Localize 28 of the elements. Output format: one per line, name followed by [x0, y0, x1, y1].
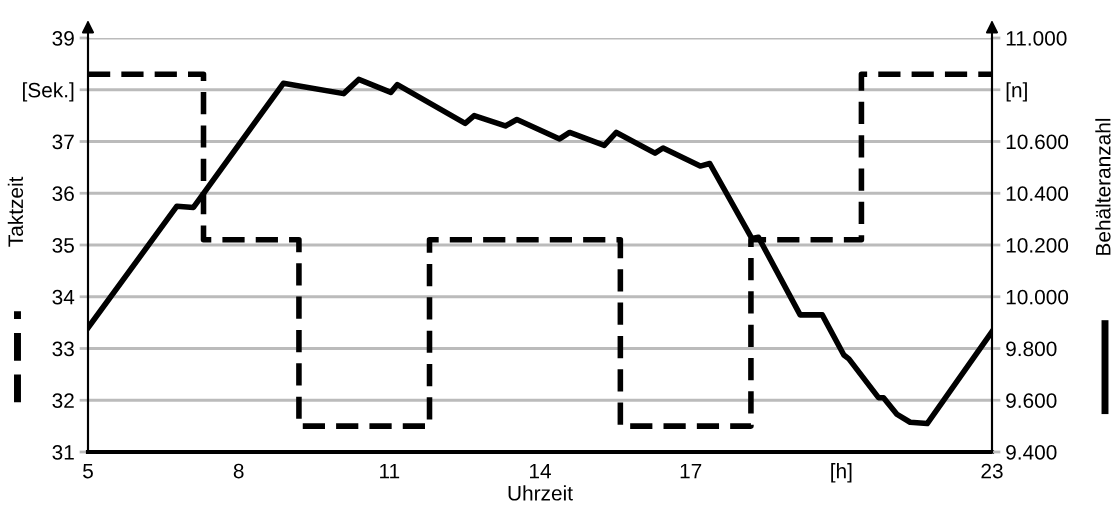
y2-tick-label: 10.200 — [1006, 238, 1069, 253]
y2-tick-label: 9.800 — [1006, 341, 1057, 357]
y-tick-label: 39 — [52, 31, 74, 46]
x-tick-label: 23 — [981, 463, 1003, 479]
y-tick-label: 33 — [52, 341, 74, 357]
x-axis-title: Uhrzeit — [508, 485, 573, 501]
y-axis-title: Taktzeit — [7, 176, 24, 247]
x-tick-label: 5 — [83, 463, 93, 479]
y2-tick-label: 9.600 — [1006, 393, 1057, 408]
y2-tick-label: 10.600 — [1006, 134, 1069, 150]
y2-tick-label: 10.000 — [1006, 289, 1069, 305]
y2-tick-label: 10.400 — [1006, 186, 1069, 201]
x-tick-label: 17 — [680, 463, 702, 479]
x-tick-label: [h] — [831, 463, 852, 483]
y2-tick-label: [n] — [1006, 82, 1027, 102]
y-tick-label: 34 — [52, 289, 75, 305]
x-tick-label: 14 — [530, 463, 551, 479]
y2-axis-title: Behälteranzahl — [1095, 118, 1111, 255]
y-tick-label: 32 — [52, 393, 74, 408]
y-tick-label: 37 — [52, 134, 74, 150]
y-tick-label: [Sek.] — [23, 82, 74, 102]
x-tick-label: 8 — [233, 463, 244, 479]
y-tick-label: 35 — [52, 238, 74, 253]
y-tick-label: 31 — [52, 445, 74, 460]
y-tick-label: 36 — [52, 186, 74, 201]
x-tick-label: 11 — [380, 463, 400, 479]
y2-tick-label: 11.000 — [1006, 31, 1067, 46]
y2-tick-label: 9.400 — [1006, 445, 1057, 460]
